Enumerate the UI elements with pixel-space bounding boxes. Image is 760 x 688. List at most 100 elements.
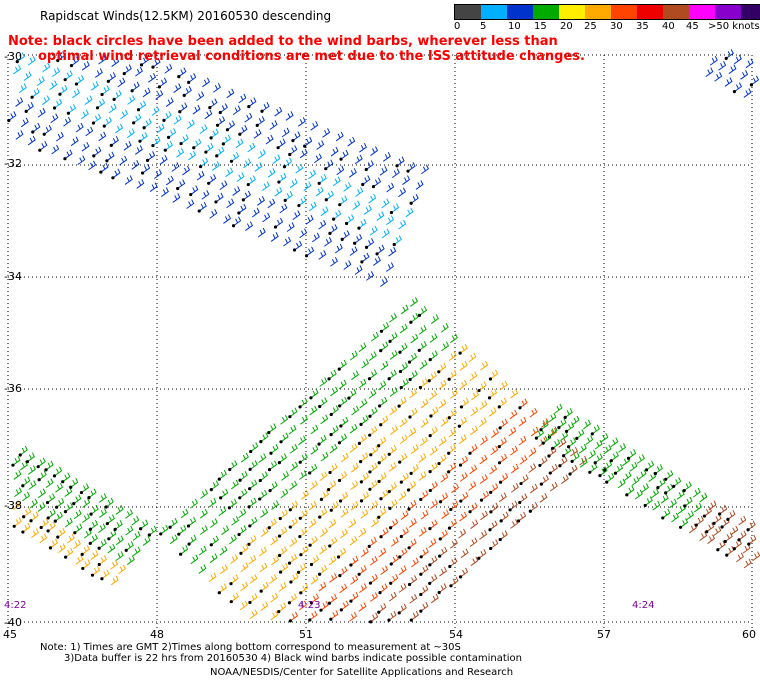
wind-barb	[84, 95, 93, 105]
wind-barb	[237, 525, 247, 537]
wind-barb	[136, 100, 147, 112]
wind-barb	[358, 342, 367, 353]
wind-barb	[354, 265, 363, 275]
time-label: 4:22	[4, 600, 27, 611]
wind-barb	[644, 460, 655, 472]
lat-label: -40	[4, 616, 22, 629]
wind-barb	[319, 490, 330, 502]
wind-barb	[122, 64, 132, 76]
wind-barb	[357, 218, 367, 230]
wind-barb	[359, 583, 367, 593]
legend-swatch	[507, 5, 533, 19]
wind-barb	[201, 190, 210, 200]
wind-barb	[289, 178, 298, 189]
wind-barb	[355, 187, 364, 197]
wind-barb	[563, 408, 573, 420]
wind-barb	[405, 207, 414, 218]
lat-label: -30	[4, 50, 22, 63]
lon-label: 48	[150, 628, 164, 641]
wind-barb	[278, 562, 289, 574]
wind-barb	[629, 461, 638, 472]
wind-barb	[22, 507, 32, 519]
wind-barb	[349, 535, 358, 546]
wind-barb	[392, 235, 402, 247]
wind-barb	[235, 138, 244, 149]
wind-barb	[168, 517, 178, 529]
wind-barb	[151, 106, 160, 116]
wind-barb	[138, 131, 148, 143]
wind-barb	[18, 83, 27, 94]
wind-barb	[124, 541, 134, 552]
wind-barb	[421, 164, 430, 175]
wind-barb	[308, 610, 318, 622]
wind-barb	[350, 480, 359, 490]
wind-barb	[641, 483, 650, 493]
wind-barb	[154, 169, 162, 179]
wind-barb	[63, 116, 72, 127]
wind-barb	[280, 415, 289, 425]
wind-barb	[288, 611, 299, 623]
wind-barb	[27, 55, 36, 66]
wind-barb	[540, 418, 549, 428]
wind-barb	[428, 538, 437, 548]
wind-barb	[399, 527, 409, 539]
wind-barb	[547, 446, 557, 458]
wind-barb	[399, 378, 409, 390]
wind-barb	[113, 520, 123, 532]
wind-barb	[55, 131, 64, 142]
wind-barb	[52, 466, 63, 478]
wind-barb	[380, 360, 389, 371]
wind-barb	[277, 602, 287, 614]
wind-barb	[53, 511, 63, 523]
wind-barb	[198, 157, 209, 169]
wind-barb	[459, 379, 468, 390]
wind-barb	[752, 551, 760, 562]
legend-tick: >50 knots	[708, 21, 760, 32]
wind-barb	[437, 583, 447, 595]
wind-barb	[269, 444, 279, 455]
wind-barb	[438, 399, 447, 409]
wind-barb	[303, 136, 313, 148]
wind-barb	[22, 491, 31, 502]
wind-barb	[106, 72, 116, 83]
wind-barb	[289, 444, 298, 454]
legend-swatch	[663, 5, 689, 19]
wind-barb	[429, 446, 438, 456]
wind-barb	[269, 120, 278, 130]
wind-barb	[316, 140, 325, 150]
wind-barb	[330, 146, 339, 157]
wind-barb	[248, 460, 258, 471]
wind-barb	[228, 460, 238, 472]
wind-barb	[400, 510, 409, 520]
wind-barb	[389, 387, 398, 397]
legend-swatch	[559, 5, 585, 19]
footer-credit: NOAA/NESDIS/Center for Satellite Applica…	[210, 667, 514, 678]
wind-barb	[499, 511, 509, 523]
wind-barb	[46, 508, 56, 520]
wind-barb	[389, 350, 398, 360]
wind-barb	[518, 435, 527, 446]
wind-barb	[209, 128, 219, 140]
wind-barb	[417, 341, 427, 352]
wind-barb	[360, 509, 369, 519]
wind-barb	[370, 331, 379, 342]
wind-barb	[278, 509, 288, 521]
wind-barb	[288, 407, 298, 419]
wind-barb	[528, 447, 537, 457]
wind-barb	[48, 538, 59, 550]
wind-barb	[105, 151, 115, 163]
wind-barb	[132, 113, 142, 125]
wind-barb	[387, 369, 397, 381]
wind-barb	[80, 109, 89, 120]
wind-barb	[551, 439, 561, 450]
wind-barb	[361, 359, 370, 369]
wind-barb	[498, 492, 507, 503]
wind-barb	[490, 445, 499, 456]
wind-barb	[709, 55, 718, 66]
wind-barb	[238, 125, 248, 136]
wind-barb	[119, 155, 128, 166]
wind-barb	[420, 398, 429, 409]
wind-barb	[427, 371, 437, 383]
wind-barb	[98, 131, 107, 142]
wind-barb	[80, 545, 90, 556]
